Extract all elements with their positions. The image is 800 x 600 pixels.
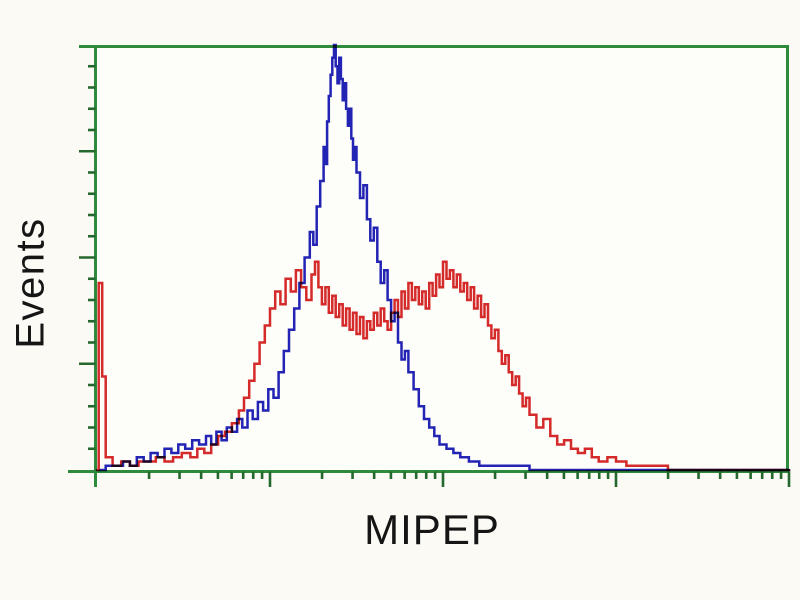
red-trace-path bbox=[95, 260, 791, 472]
y-axis-label: Events bbox=[8, 217, 53, 349]
y-axis-ticks bbox=[79, 64, 96, 451]
x-axis-ticks bbox=[147, 471, 791, 487]
blue-trace-path bbox=[99, 43, 791, 472]
plot-area bbox=[97, 45, 789, 470]
x-axis-label: MIPEP bbox=[364, 506, 500, 553]
